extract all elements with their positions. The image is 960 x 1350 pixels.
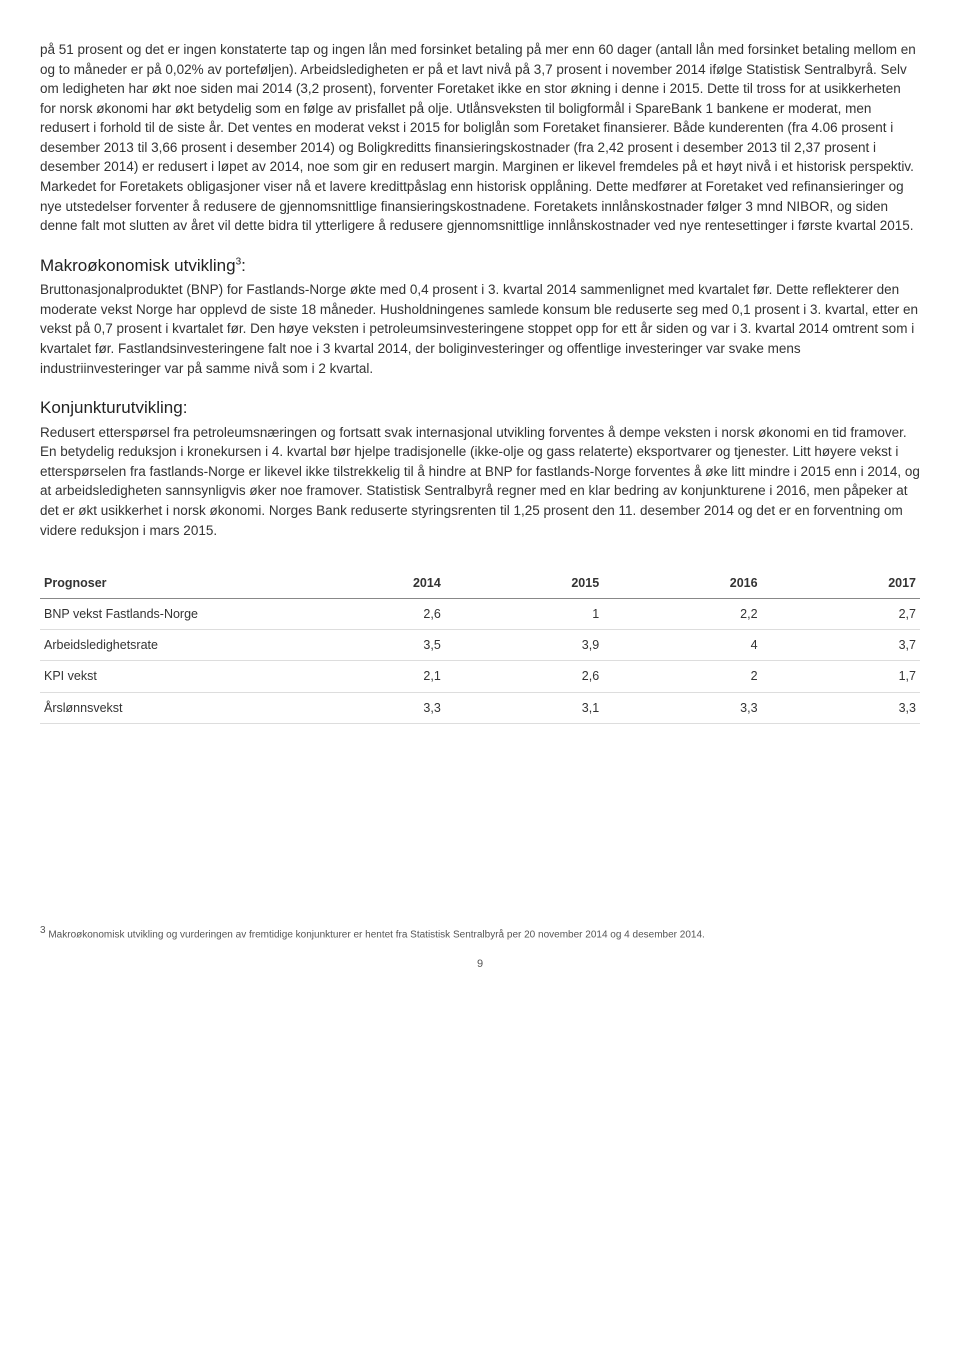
cell: 3,3 bbox=[762, 692, 920, 723]
cell: 4 bbox=[603, 630, 761, 661]
table-row: KPI vekst 2,1 2,6 2 1,7 bbox=[40, 661, 920, 692]
table-row: Årslønnsvekst 3,3 3,1 3,3 3,3 bbox=[40, 692, 920, 723]
cell: KPI vekst bbox=[40, 661, 286, 692]
cell: 3,9 bbox=[445, 630, 603, 661]
cell: Arbeidsledighetsrate bbox=[40, 630, 286, 661]
cell: 3,3 bbox=[603, 692, 761, 723]
body-paragraph-3: Redusert etterspørsel fra petroleumsnæri… bbox=[40, 423, 920, 540]
col-header: Prognoser bbox=[40, 568, 286, 599]
cell: 1 bbox=[445, 599, 603, 630]
cell: 2,2 bbox=[603, 599, 761, 630]
cell: Årslønnsvekst bbox=[40, 692, 286, 723]
forecast-table: Prognoser 2014 2015 2016 2017 BNP vekst … bbox=[40, 568, 920, 724]
cell: 2,1 bbox=[286, 661, 444, 692]
cell: 3,7 bbox=[762, 630, 920, 661]
cell: 2 bbox=[603, 661, 761, 692]
table-header-row: Prognoser 2014 2015 2016 2017 bbox=[40, 568, 920, 599]
col-header: 2016 bbox=[603, 568, 761, 599]
page-number: 9 bbox=[40, 957, 920, 973]
cell: 2,7 bbox=[762, 599, 920, 630]
heading-macroeconomic-text: Makroøkonomisk utvikling bbox=[40, 256, 236, 275]
cell: 2,6 bbox=[286, 599, 444, 630]
cell: 3,3 bbox=[286, 692, 444, 723]
footnote-text: Makroøkonomisk utvikling og vurderingen … bbox=[46, 929, 705, 940]
cell: 2,6 bbox=[445, 661, 603, 692]
cell: BNP vekst Fastlands-Norge bbox=[40, 599, 286, 630]
body-paragraph-2: Bruttonasjonalproduktet (BNP) for Fastla… bbox=[40, 280, 920, 378]
col-header: 2014 bbox=[286, 568, 444, 599]
cell: 1,7 bbox=[762, 661, 920, 692]
table-row: BNP vekst Fastlands-Norge 2,6 1 2,2 2,7 bbox=[40, 599, 920, 630]
heading-colon: : bbox=[241, 256, 246, 275]
cell: 3,1 bbox=[445, 692, 603, 723]
col-header: 2015 bbox=[445, 568, 603, 599]
table-row: Arbeidsledighetsrate 3,5 3,9 4 3,7 bbox=[40, 630, 920, 661]
col-header: 2017 bbox=[762, 568, 920, 599]
body-paragraph-1: på 51 prosent og det er ingen konstatert… bbox=[40, 40, 920, 236]
heading-macroeconomic: Makroøkonomisk utvikling3: bbox=[40, 254, 920, 279]
cell: 3,5 bbox=[286, 630, 444, 661]
heading-konjunktur: Konjunkturutvikling: bbox=[40, 396, 920, 421]
footnote-3: 3 Makroøkonomisk utvikling og vurderinge… bbox=[40, 924, 920, 943]
